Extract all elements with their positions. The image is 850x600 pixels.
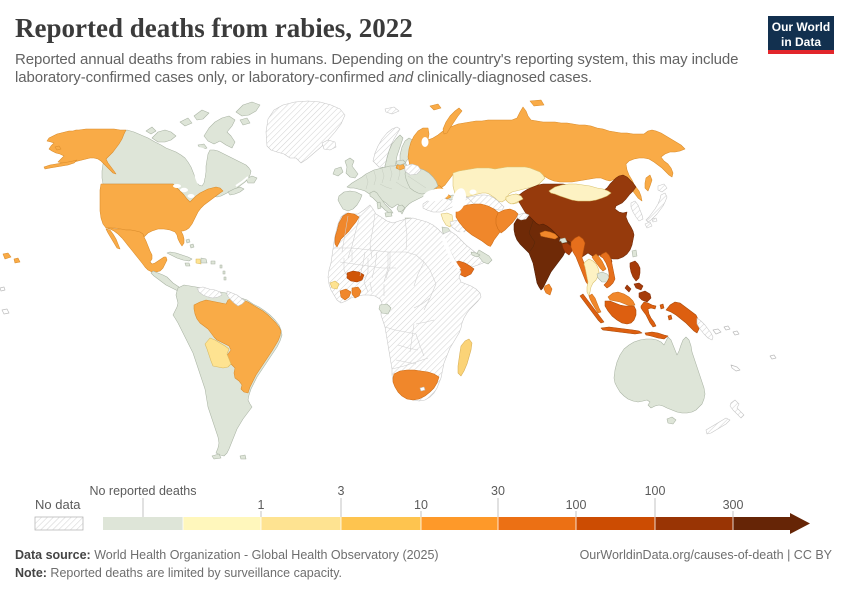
svg-text:100: 100	[566, 498, 587, 512]
svg-text:3: 3	[338, 484, 345, 498]
svg-text:300: 300	[723, 498, 744, 512]
svg-text:No reported deaths: No reported deaths	[89, 484, 196, 498]
svg-text:1: 1	[258, 498, 265, 512]
svg-text:No data: No data	[35, 497, 81, 512]
svg-text:100: 100	[645, 484, 666, 498]
svg-text:30: 30	[491, 484, 505, 498]
svg-text:10: 10	[414, 498, 428, 512]
